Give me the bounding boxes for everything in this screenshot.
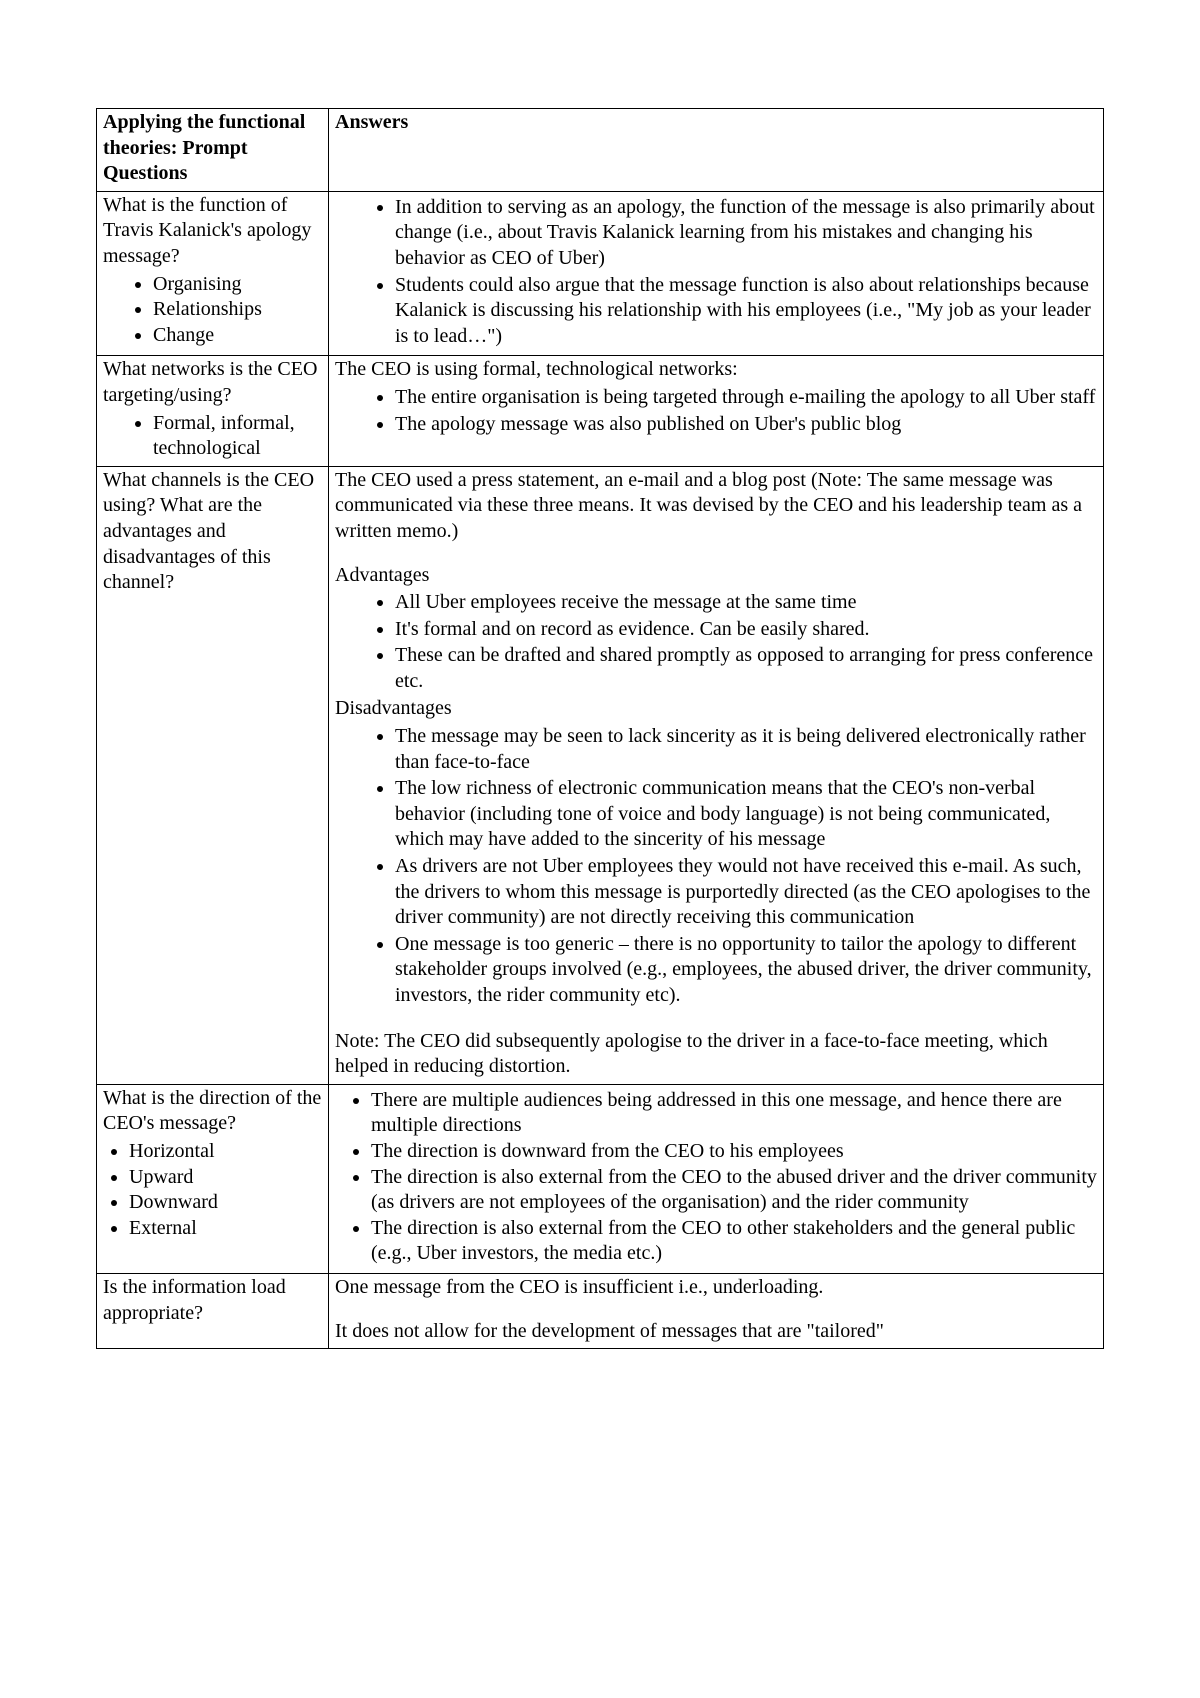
question-text: What is the function of Travis Kalanick'… [103,193,322,270]
answer-bullet-item: One message is too generic – there is no… [395,932,1097,1009]
answer-bullets: In addition to serving as an apology, th… [335,195,1097,350]
answer-bullet-item: The direction is downward from the CEO t… [371,1139,1097,1165]
answer-bullet-item: The direction is also external from the … [371,1216,1097,1267]
answer-cell: The CEO used a press statement, an e-mai… [329,466,1104,1084]
answer-bullet-item: All Uber employees receive the message a… [395,590,1097,616]
table-header: Applying the functional theories: Prompt… [97,109,1104,192]
spacer [335,1301,1097,1319]
question-bullets: Formal, informal, technological [103,411,322,462]
answer-bullet-item: There are multiple audiences being addre… [371,1088,1097,1139]
question-bullet-item: Upward [129,1165,322,1191]
question-bullet-item: Horizontal [129,1139,322,1165]
answer-bullet-item: The low richness of electronic communica… [395,776,1097,853]
answer-paragraph: The CEO is using formal, technological n… [335,357,1097,383]
table-body: What is the function of Travis Kalanick'… [97,191,1104,1348]
table-row: What is the direction of the CEO's messa… [97,1084,1104,1273]
answer-bullets: All Uber employees receive the message a… [335,590,1097,694]
answer-bullet-item: The entire organisation is being targete… [395,385,1097,411]
answer-bullet-item: It's formal and on record as evidence. C… [395,617,1097,643]
qa-table: Applying the functional theories: Prompt… [96,108,1104,1349]
question-cell: Is the information load appropriate? [97,1273,329,1348]
answer-bullet-item: These can be drafted and shared promptly… [395,643,1097,694]
answer-paragraph: Disadvantages [335,696,1097,722]
question-cell: What channels is the CEO using? What are… [97,466,329,1084]
table-row: What is the function of Travis Kalanick'… [97,191,1104,356]
question-bullet-item: Change [153,323,322,349]
answer-bullet-item: In addition to serving as an apology, th… [395,195,1097,272]
question-text: What networks is the CEO targeting/using… [103,357,322,408]
answer-cell: There are multiple audiences being addre… [329,1084,1104,1273]
answer-bullets: There are multiple audiences being addre… [335,1088,1097,1267]
question-cell: What networks is the CEO targeting/using… [97,356,329,466]
answer-paragraph: Advantages [335,563,1097,589]
answer-bullet-item: As drivers are not Uber employees they w… [395,854,1097,931]
question-cell: What is the function of Travis Kalanick'… [97,191,329,356]
question-bullets: OrganisingRelationshipsChange [103,272,322,349]
answer-paragraph: The CEO used a press statement, an e-mai… [335,468,1097,545]
answer-bullets: The message may be seen to lack sincerit… [335,724,1097,1009]
question-bullet-item: Relationships [153,297,322,323]
question-cell: What is the direction of the CEO's messa… [97,1084,329,1273]
question-bullet-item: Formal, informal, technological [153,411,322,462]
answer-cell: The CEO is using formal, technological n… [329,356,1104,466]
answer-bullet-item: The apology message was also published o… [395,412,1097,438]
table-row: What networks is the CEO targeting/using… [97,356,1104,466]
spacer [335,1011,1097,1029]
table-row: Is the information load appropriate? One … [97,1273,1104,1348]
document-page: Applying the functional theories: Prompt… [0,0,1200,1698]
question-bullet-item: Downward [129,1190,322,1216]
answer-cell: One message from the CEO is insufficient… [329,1273,1104,1348]
answer-paragraph: One message from the CEO is insufficient… [335,1275,1097,1301]
answer-paragraph: Note: The CEO did subsequently apologise… [335,1029,1097,1080]
header-questions: Applying the functional theories: Prompt… [97,109,329,192]
answer-bullet-item: Students could also argue that the messa… [395,273,1097,350]
answer-bullet-item: The direction is also external from the … [371,1165,1097,1216]
question-bullet-item: External [129,1216,322,1242]
answer-bullets: The entire organisation is being targete… [335,385,1097,437]
spacer [335,545,1097,563]
question-text: Is the information load appropriate? [103,1275,322,1326]
question-bullets: HorizontalUpwardDownwardExternal [103,1139,322,1241]
answer-paragraph: It does not allow for the development of… [335,1319,1097,1345]
answer-bullet-item: The message may be seen to lack sincerit… [395,724,1097,775]
question-text: What channels is the CEO using? What are… [103,468,322,596]
question-bullet-item: Organising [153,272,322,298]
table-row: What channels is the CEO using? What are… [97,466,1104,1084]
question-text: What is the direction of the CEO's messa… [103,1086,322,1137]
answer-cell: In addition to serving as an apology, th… [329,191,1104,356]
header-answers: Answers [329,109,1104,192]
